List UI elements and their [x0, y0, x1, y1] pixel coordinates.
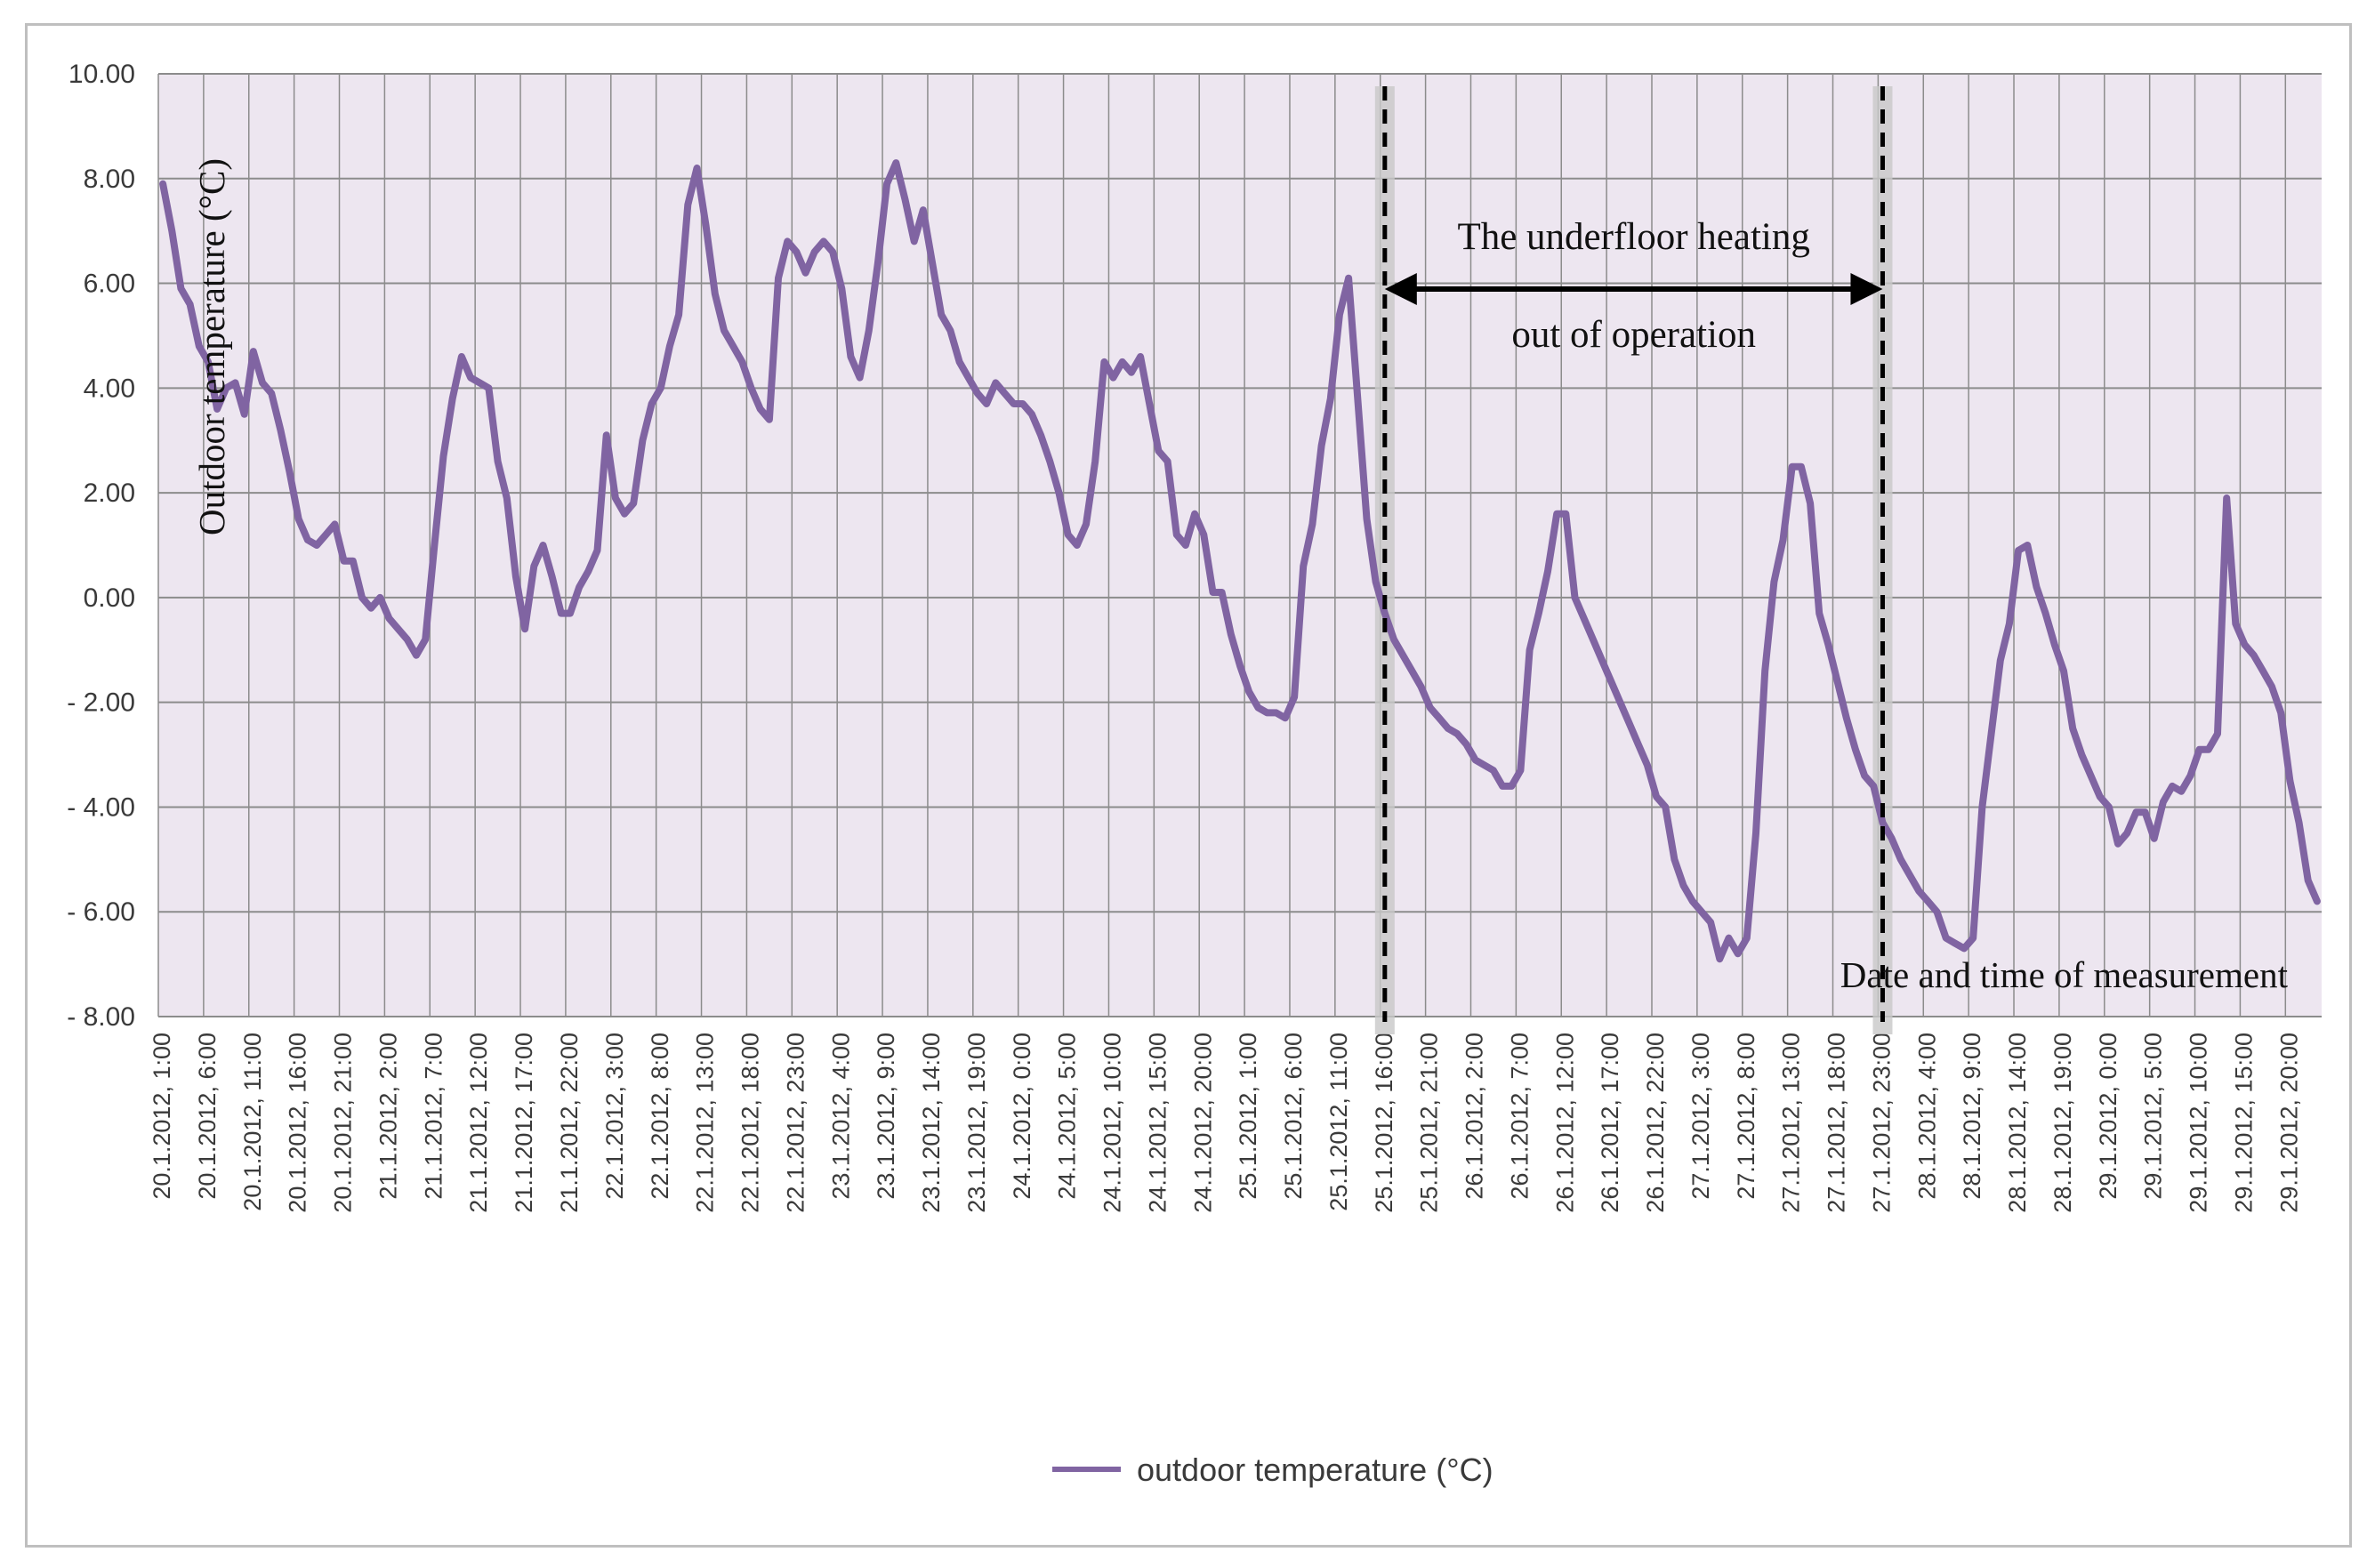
y-tick-label: 2.00 [84, 478, 135, 508]
arrow-head-right [1850, 273, 1883, 305]
x-tick-label: 26.1.2012, 7:00 [1506, 1033, 1533, 1200]
vertical-gridlines [157, 74, 2287, 1017]
annotation-line-2: out of operation [1511, 314, 1756, 356]
x-tick-label: 23.1.2012, 14:00 [918, 1033, 945, 1213]
x-tick-label: 29.1.2012, 20:00 [2275, 1033, 2302, 1213]
x-tick-label: 26.1.2012, 12:00 [1551, 1033, 1578, 1213]
x-tick-label: 22.1.2012, 3:00 [601, 1033, 628, 1200]
x-tick-label: 23.1.2012, 4:00 [827, 1033, 854, 1200]
x-tick-label: 21.1.2012, 12:00 [465, 1033, 492, 1213]
y-tick-label: 10.00 [68, 60, 135, 89]
x-tick-label: 20.1.2012, 21:00 [330, 1033, 357, 1213]
x-tick-label: 21.1.2012, 17:00 [511, 1033, 537, 1213]
y-tick-labels: 10.00 8.00 6.00 4.00 2.00 0.00 - 2.00 - 4.00 - 6… [67, 60, 135, 1032]
y-tick-label: - 6.00 [67, 897, 135, 927]
x-tick-label: 25.1.2012, 6:00 [1280, 1033, 1307, 1200]
x-tick-label: 22.1.2012, 8:00 [647, 1033, 673, 1200]
x-tick-label: 24.1.2012, 10:00 [1099, 1033, 1126, 1213]
x-tick-label: 27.1.2012, 23:00 [1868, 1033, 1895, 1213]
x-tick-label: 20.1.2012, 16:00 [285, 1033, 311, 1213]
x-tick-label: 22.1.2012, 18:00 [737, 1033, 764, 1213]
x-tick-labels: 20.1.2012, 1:00 20.1.2012, 6:00 20.1.2012,… [149, 1033, 2302, 1213]
x-tick-label: 22.1.2012, 13:00 [692, 1033, 719, 1213]
x-tick-label: 25.1.2012, 16:00 [1371, 1033, 1397, 1213]
x-tick-label: 27.1.2012, 18:00 [1824, 1033, 1850, 1213]
annotation-line-1: The underfloor heating [1457, 216, 1809, 258]
x-tick-label: 28.1.2012, 14:00 [2004, 1033, 2031, 1213]
x-tick-label: 24.1.2012, 0:00 [1009, 1033, 1035, 1200]
legend-label: outdoor temperature (°C) [1137, 1451, 1493, 1488]
arrow-head-left [1384, 273, 1417, 305]
x-tick-label: 27.1.2012, 13:00 [1778, 1033, 1805, 1213]
y-tick-label: 8.00 [84, 165, 135, 194]
x-tick-label: 27.1.2012, 3:00 [1687, 1033, 1714, 1200]
x-tick-label: 25.1.2012, 21:00 [1416, 1033, 1443, 1213]
horizontal-gridlines [158, 73, 2322, 1017]
x-axis-title: Date and time of measurement [1840, 954, 2289, 995]
heating-off-arrow [1384, 273, 1883, 305]
x-tick-label: 26.1.2012, 17:00 [1597, 1033, 1623, 1213]
plot-area [158, 74, 2322, 1017]
x-tick-label: 23.1.2012, 19:00 [963, 1033, 990, 1213]
x-tick-label: 20.1.2012, 11:00 [239, 1033, 266, 1211]
y-tick-label: - 2.00 [67, 688, 135, 718]
x-tick-label: 21.1.2012, 2:00 [374, 1033, 401, 1200]
y-axis-title: Outdoor temperature (°C) [191, 158, 232, 535]
x-tick-label: 29.1.2012, 10:00 [2186, 1033, 2212, 1213]
x-tick-label: 26.1.2012, 22:00 [1642, 1033, 1669, 1213]
series-line-outdoor-temperature [159, 159, 2321, 963]
x-tick-label: 20.1.2012, 6:00 [194, 1033, 221, 1200]
x-tick-label: 25.1.2012, 1:00 [1235, 1033, 1261, 1200]
x-tick-label: 29.1.2012, 15:00 [2231, 1033, 2258, 1213]
legend: outdoor temperature (°C) [1052, 1451, 1493, 1488]
x-tick-label: 25.1.2012, 11:00 [1325, 1033, 1352, 1211]
heating-off-dashed-lines [1382, 86, 1885, 1022]
x-tick-label: 29.1.2012, 0:00 [2095, 1033, 2121, 1200]
x-tick-label: 24.1.2012, 5:00 [1054, 1033, 1081, 1200]
y-tick-label: 4.00 [84, 374, 135, 403]
x-tick-label: 28.1.2012, 4:00 [1913, 1033, 1940, 1200]
x-tick-label: 29.1.2012, 5:00 [2140, 1033, 2167, 1200]
x-tick-label: 24.1.2012, 15:00 [1144, 1033, 1171, 1213]
x-tick-label: 28.1.2012, 19:00 [2049, 1033, 2076, 1213]
x-tick-label: 28.1.2012, 9:00 [1959, 1033, 1985, 1200]
x-tick-label: 27.1.2012, 8:00 [1733, 1033, 1759, 1200]
x-tick-label: 23.1.2012, 9:00 [873, 1033, 899, 1200]
chart-frame [25, 23, 2352, 1548]
y-tick-label: - 8.00 [67, 1002, 135, 1032]
y-tick-label: 0.00 [84, 583, 135, 613]
x-tick-label: 21.1.2012, 22:00 [556, 1033, 583, 1213]
x-tick-label: 26.1.2012, 2:00 [1461, 1033, 1488, 1200]
x-tick-label: 24.1.2012, 20:00 [1189, 1033, 1216, 1213]
y-tick-label: - 4.00 [67, 792, 135, 822]
x-tick-label: 20.1.2012, 1:00 [149, 1033, 175, 1200]
x-tick-label: 21.1.2012, 7:00 [420, 1033, 447, 1200]
x-tick-label: 22.1.2012, 23:00 [782, 1033, 809, 1213]
y-tick-label: 6.00 [84, 269, 135, 299]
